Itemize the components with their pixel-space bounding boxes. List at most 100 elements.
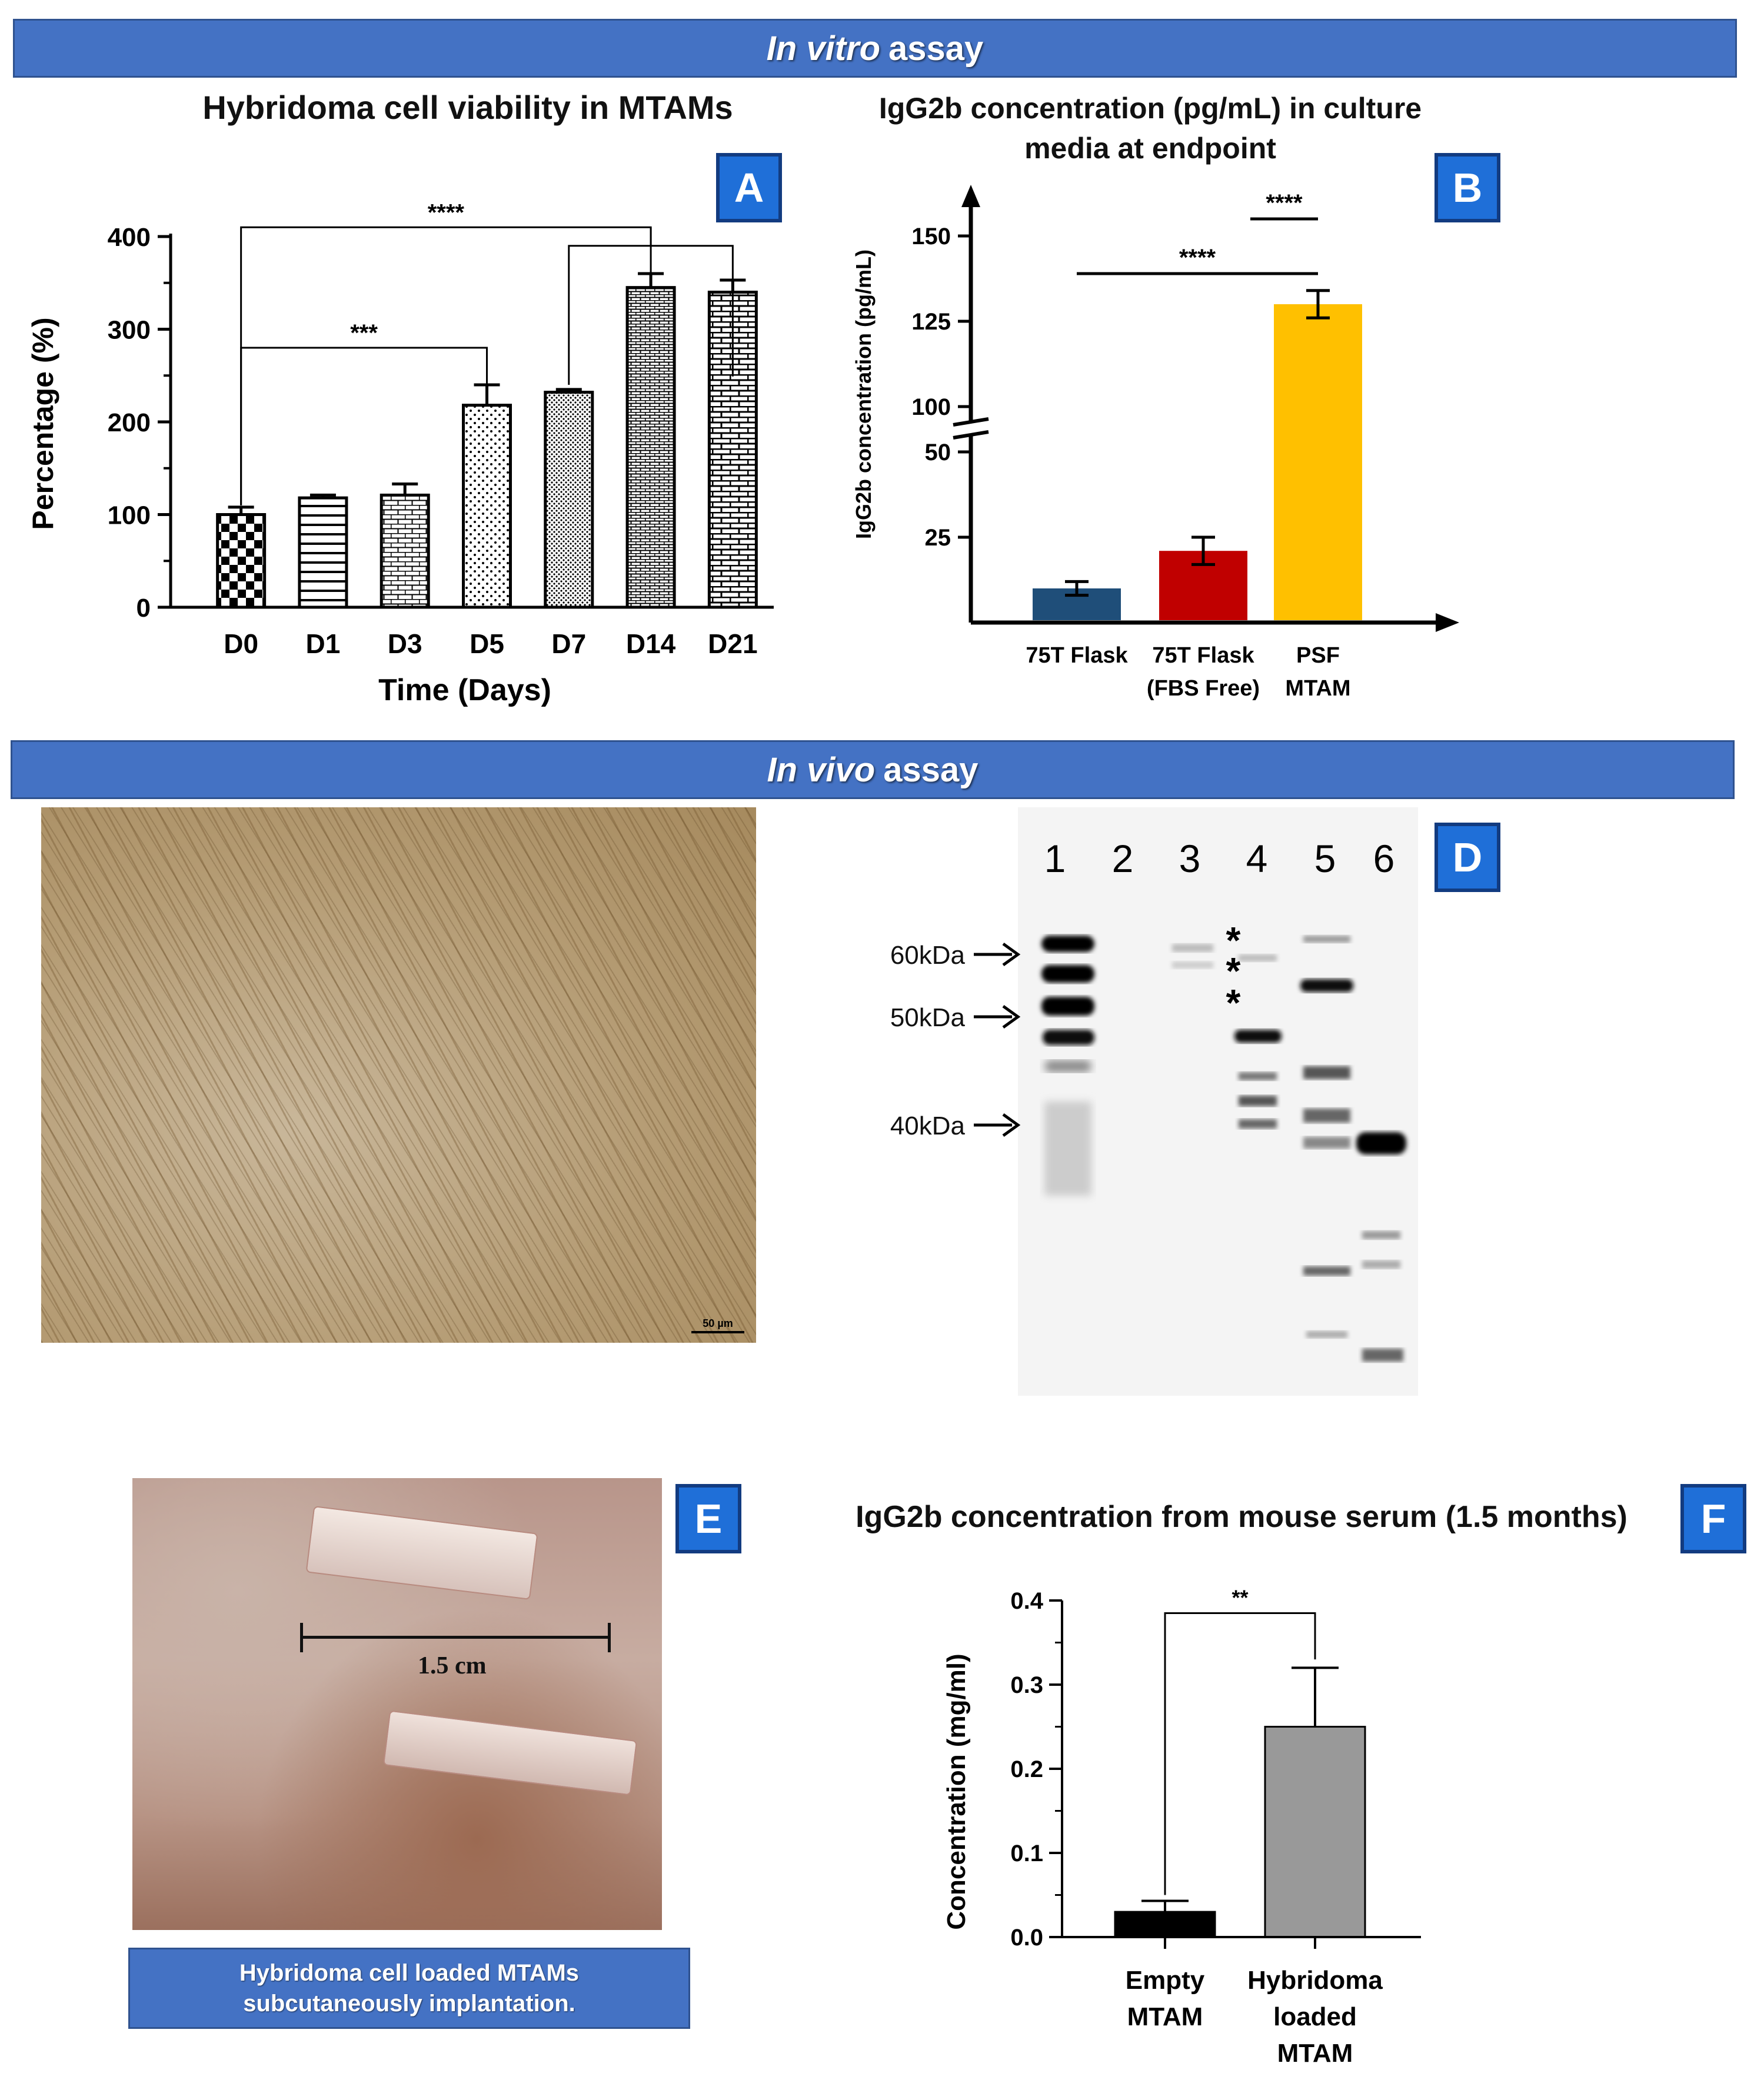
panel-letter-f: F <box>1680 1484 1746 1553</box>
panel-letter-e: E <box>675 1484 741 1553</box>
blot-marker-60kda: 60kDa <box>890 941 966 970</box>
chart-f-ytick-0-4: 0.4 <box>1010 1588 1043 1614</box>
chart-a-xtick-d14: D14 <box>626 628 676 659</box>
implant-caption-line1: Hybridoma cell loaded MTAMs <box>239 1960 580 1986</box>
blot-marker-arrow-head-50kda <box>1002 1004 1021 1029</box>
chart-a-xtick-d7: D7 <box>551 628 586 659</box>
scale-tick-right <box>608 1623 611 1652</box>
chart-a-bar-d5 <box>462 404 512 609</box>
implant-caption: Hybridoma cell loaded MTAMs subcutaneous… <box>128 1948 690 2029</box>
chart-f-ytick-0-0: 0.0 <box>1010 1925 1043 1951</box>
implant-lower <box>382 1710 638 1796</box>
chart-a-sig-bracket-2 <box>240 226 652 505</box>
in-vivo-banner: In vivo assay <box>11 740 1735 799</box>
chart-a-xtick-d0: D0 <box>224 628 258 659</box>
chart-b-ytick-25: 25 <box>925 525 951 551</box>
chart-b-xaxis-arrow <box>1436 613 1459 632</box>
chart-a-bar-d7 <box>544 391 594 609</box>
chart-f-bar-hybridoma-loaded-mtam <box>1264 1726 1366 1938</box>
blot-asterisk-1: * <box>1226 919 1241 961</box>
chart-b-ytick-50: 50 <box>925 440 951 465</box>
blot-lane-label-3: 3 <box>1179 837 1201 880</box>
blot-marker-50kda: 50kDa <box>890 1003 966 1032</box>
chart-a-xlabel: Time (Days) <box>378 673 551 707</box>
implant-scale-bar <box>300 1623 611 1652</box>
chart-b-yaxis-arrow <box>961 185 980 207</box>
blot-asterisk-2: * <box>1226 950 1241 992</box>
panel-letter-b: B <box>1435 153 1500 222</box>
chart-f-ylabel: Concentration (mg/ml) <box>942 1653 971 1929</box>
chart-b-title: IgG2b concentration (pg/mL) in culture m… <box>853 88 1447 168</box>
scale-bar: 50 µm <box>691 1317 744 1333</box>
histology-image: 50 µm <box>41 807 756 1343</box>
chart-b-xtick-75t-flask-fbs-free-line-2: (FBS Free) <box>1147 676 1260 701</box>
blot-marker-40kda: 40kDa <box>890 1112 966 1140</box>
blot-marker-arrow-head-60kda <box>1002 942 1021 967</box>
chart-a-ylabel: Percentage (%) <box>26 317 59 530</box>
chart-b: 75T Flask 75T Flask (FBS Free) PSF MTAM 25 50 1… <box>851 185 1459 701</box>
in-vivo-banner-italic: In vivo <box>767 750 876 789</box>
chart-a-ytick-100: 100 <box>108 501 151 530</box>
blot-asterisk-3: * <box>1226 981 1241 1024</box>
chart-f-xtick-hybridoma-loaded-mtam-line-3: MTAM <box>1277 2039 1353 2068</box>
chart-a-ytick-0: 0 <box>137 594 151 623</box>
chart-a-bar-d0 <box>216 513 267 609</box>
in-vitro-banner-rest: assay <box>888 29 984 68</box>
chart-f-sig-label: ** <box>1232 1585 1248 1609</box>
chart-a-bar-d3 <box>380 493 430 609</box>
implant-scale-label: 1.5 cm <box>418 1652 487 1679</box>
panel-letter-a: A <box>716 153 782 222</box>
chart-f-bar-empty-mtam <box>1114 1911 1216 1938</box>
chart-b-axis-break-2 <box>953 430 989 440</box>
blot-lane-label-2: 2 <box>1112 837 1134 880</box>
chart-b-ytick-150: 150 <box>911 224 951 249</box>
blot-lane-label-1: 1 <box>1044 837 1066 880</box>
chart-f-ytick-0-3: 0.3 <box>1010 1672 1043 1698</box>
chart-f-ytick-0-2: 0.2 <box>1010 1756 1043 1782</box>
chart-a-sig-label-1: *** <box>350 320 378 346</box>
chart-f-sig-bracket <box>1164 1612 1316 1895</box>
chart-f-xtick-hybridoma-loaded-mtam-line-2: loaded <box>1273 2002 1357 2031</box>
chart-f-xtick-empty-mtam-line-1: Empty <box>1126 1966 1205 1995</box>
chart-f-xtick-empty-mtam-line-2: MTAM <box>1127 2002 1203 2031</box>
blot-lane-label-6: 6 <box>1373 837 1395 880</box>
blot-lane-label-5: 5 <box>1314 837 1336 880</box>
scale-bar-label: 50 µm <box>703 1317 733 1329</box>
chart-f-ytick-0-1: 0.1 <box>1010 1841 1043 1866</box>
chart-a-ytick-200: 200 <box>108 408 151 437</box>
in-vivo-banner-rest: assay <box>883 750 978 789</box>
chart-a-xtick-d21: D21 <box>708 628 757 659</box>
chart-a-ytick-300: 300 <box>108 316 151 345</box>
chart-b-title-text: IgG2b concentration (pg/mL) in culture m… <box>878 92 1422 165</box>
chart-b-ylabel: IgG2b concentration (pg/mL) <box>851 249 876 539</box>
chart-b-ytick-100: 100 <box>911 394 951 420</box>
chart-b-axis-break-1 <box>953 417 989 427</box>
in-vitro-banner-italic: In vitro <box>766 29 881 68</box>
chart-a-sig-label-2: **** <box>428 199 465 225</box>
scale-tick-left <box>300 1623 303 1652</box>
implant-upper <box>305 1506 538 1600</box>
chart-a-ytick-400: 400 <box>108 223 151 252</box>
chart-b-bar-psf-mtam <box>1274 304 1362 620</box>
in-vitro-banner: In vitro assay <box>13 19 1737 78</box>
chart-b-ytick-125: 125 <box>911 309 951 335</box>
chart-a-sig-bracket-1 <box>240 347 488 505</box>
chart-a-bar-d14 <box>625 286 676 609</box>
chart-b-sig-label-1: **** <box>1179 245 1216 271</box>
blot-marker-arrow-head-40kda <box>1002 1113 1021 1137</box>
chart-a-xtick-d1: D1 <box>306 628 341 659</box>
blot-lane-label-4: 4 <box>1246 837 1268 880</box>
panel-letter-d: D <box>1435 823 1500 892</box>
chart-b-xtick-75t-flask-line-1: 75T Flask <box>1026 643 1128 668</box>
chart-b-xtick-75t-flask-fbs-free-line-1: 75T Flask <box>1152 643 1254 668</box>
chart-a-bar-d1 <box>298 496 348 609</box>
scale-bar-line <box>691 1331 744 1333</box>
chart-a-xtick-d5: D5 <box>470 628 504 659</box>
chart-f: Empty MTAM Hybridoma loaded MTAM 0.0 0.1 0.2 0.3… <box>942 1585 1421 2068</box>
chart-b-xtick-psf-mtam-line-1: PSF <box>1296 643 1340 668</box>
chart-a-xtick-d3: D3 <box>388 628 422 659</box>
chart-b-sig-label-2: **** <box>1266 190 1303 216</box>
chart-f-title: IgG2b concentration from mouse serum (1.… <box>856 1500 1627 1534</box>
